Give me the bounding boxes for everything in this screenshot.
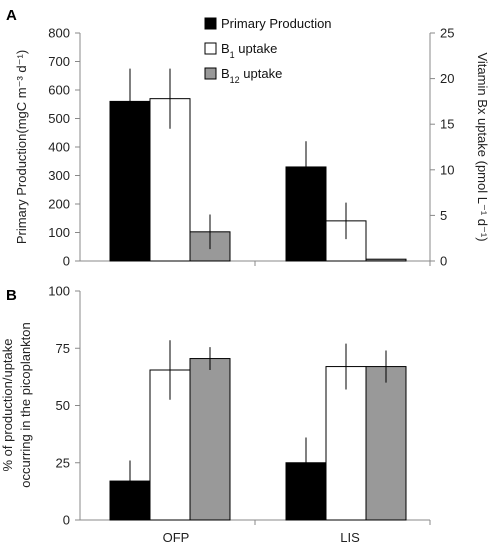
panel-b-tick-label: 100 [48, 284, 70, 299]
panel-a-left-tick-label: 800 [48, 26, 70, 41]
panel-b-bar [325, 366, 367, 521]
panel-a-right-tick-label: 0 [440, 254, 447, 269]
panel-a-left-tick-label: 500 [48, 111, 70, 126]
panel-b-bar [365, 366, 407, 521]
panel-a-right-tick-label: 15 [440, 117, 454, 132]
panel-b-y-axis-title-line1: % of production/uptake [0, 339, 15, 472]
panel-a-left-tick-label: 400 [48, 140, 70, 155]
panel-a-right-tick-label: 10 [440, 162, 454, 177]
legend-swatch-b12-uptake [204, 67, 217, 80]
legend-label-b12-uptake: B12 uptake [221, 66, 282, 85]
panel-a-right-tick-label: 20 [440, 71, 454, 86]
category-label-ofp: OFP [163, 530, 190, 545]
legend: Primary Production B1 uptake B12 uptake [204, 16, 332, 85]
legend-swatch-primary-production [204, 17, 217, 30]
panel-a-right-axis-title: Vitamin Bx uptake (pmol L⁻¹ d⁻¹) [475, 52, 490, 241]
panel-a-left-tick-label: 700 [48, 54, 70, 69]
panel-a-bar [365, 258, 407, 262]
panel-a-right-tick-label: 5 [440, 208, 447, 223]
panel-label-b: B [6, 287, 17, 304]
category-label-lis: LIS [340, 530, 360, 545]
panel-label-a: A [6, 7, 17, 24]
panel-b-tick-label: 50 [56, 398, 70, 413]
panel-a-left-tick-label: 100 [48, 225, 70, 240]
panel-a-left-tick-label: 600 [48, 83, 70, 98]
panel-b-tick-label: 25 [56, 455, 70, 470]
panel-a-left-tick-label: 200 [48, 197, 70, 212]
panel-b-tick-label: 75 [56, 341, 70, 356]
legend-label-primary-production: Primary Production [221, 16, 332, 31]
chart-marks: 0 100 200 300 400 500 600 700 800 0 5 10 15 20 25 0 25 50… [48, 26, 454, 528]
panel-b-bar [189, 358, 231, 521]
panel-a-left-tick-label: 0 [63, 254, 70, 269]
legend-label-b1-uptake: B1 uptake [221, 41, 277, 60]
legend-swatch-b1-uptake [204, 42, 217, 55]
panel-b-y-axis-title-line2: occurring in the picoplankton [18, 322, 33, 488]
panel-a-left-tick-label: 300 [48, 168, 70, 183]
panel-a-left-axis-title: Primary Production(mgC m⁻³ d⁻¹) [14, 50, 29, 244]
panel-b-tick-label: 0 [63, 513, 70, 528]
panel-a-right-tick-label: 25 [440, 26, 454, 41]
